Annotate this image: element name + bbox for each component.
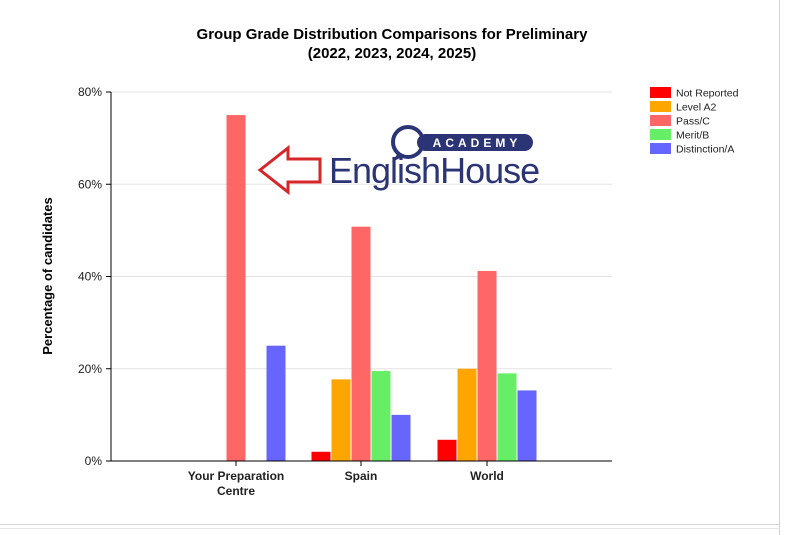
frame-border-bottom-inner	[0, 528, 780, 529]
legend-swatch	[650, 101, 671, 112]
bar-merit-b-1	[371, 371, 391, 461]
legend-label: Merit/B	[676, 130, 709, 142]
y-tick-label: 40%	[78, 270, 102, 284]
bar-pass-c-1	[351, 226, 371, 461]
frame-border-right	[779, 0, 780, 535]
legend-swatch	[650, 87, 671, 98]
bar-distinction-a-0	[266, 345, 286, 461]
y-tick-label: 60%	[78, 177, 102, 191]
legend-label: Not Reported	[676, 88, 739, 100]
legend-swatch	[650, 129, 671, 140]
x-category-label: Centre	[217, 484, 255, 498]
bar-not-reported-1	[311, 451, 331, 461]
legend-swatch	[650, 115, 671, 126]
bar-distinction-a-2	[517, 390, 537, 461]
bar-pass-c-0	[226, 115, 246, 461]
logo-main-text: EnglishHouse	[329, 150, 539, 191]
chart-title: Group Grade Distribution Comparisons for…	[197, 26, 589, 43]
englishhouse-academy-logo: ACADEMY EnglishHouse	[329, 125, 540, 191]
frame-border-bottom	[0, 524, 780, 525]
logo-academy-banner	[417, 134, 533, 151]
legend-swatch	[650, 143, 671, 154]
legend-label: Pass/C	[676, 116, 710, 128]
y-tick-label: 80%	[78, 85, 102, 99]
bar-distinction-a-1	[391, 414, 411, 461]
bar-level-a2-2	[457, 368, 477, 461]
bar-merit-b-2	[497, 373, 517, 461]
bars	[226, 115, 537, 461]
bar-not-reported-2	[437, 439, 457, 461]
x-category-label: Spain	[345, 469, 378, 483]
y-tick-label: 20%	[78, 362, 102, 376]
bar-pass-c-2	[477, 270, 497, 461]
y-tick-label: 0%	[85, 454, 103, 468]
logo-bubble-tail	[392, 153, 404, 162]
left-arrow-outline-icon	[257, 144, 322, 196]
legend-label: Level A2	[676, 102, 716, 114]
bar-level-a2-1	[331, 379, 351, 461]
chart-subtitle: (2022, 2023, 2024, 2025)	[308, 45, 476, 62]
legend-label: Distinction/A	[676, 144, 734, 156]
y-ticks: 0% 20% 40% 60% 80%	[78, 85, 111, 468]
x-category-label: Your Preparation	[188, 469, 284, 483]
legend: Not Reported Level A2 Pass/C Merit/B Distinc…	[650, 87, 739, 156]
y-axis-label: Percentage of candidates	[40, 197, 55, 355]
logo-academy-text: ACADEMY	[433, 136, 522, 150]
x-category-label: World	[470, 469, 504, 483]
